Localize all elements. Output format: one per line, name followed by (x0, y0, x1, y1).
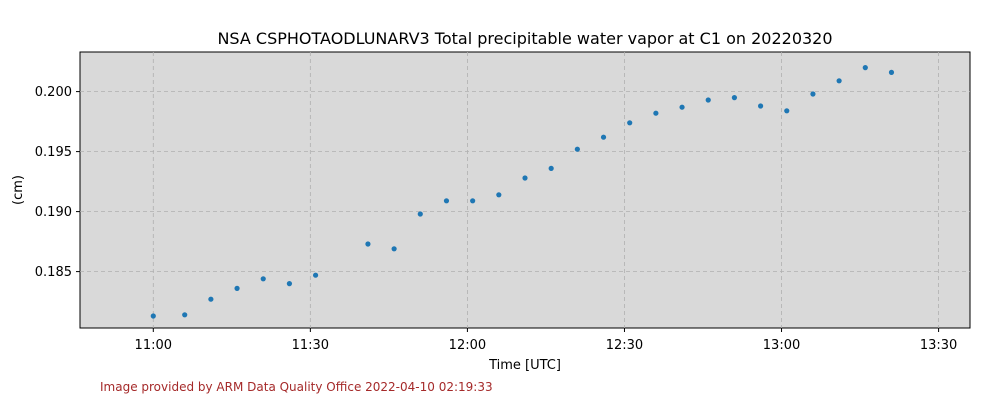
footer-credit: Image provided by ARM Data Quality Offic… (100, 380, 493, 394)
y-tick-label: 0.190 (35, 205, 72, 220)
x-tick-label: 13:00 (763, 338, 800, 353)
data-point (548, 165, 554, 171)
data-point (208, 296, 214, 302)
data-points (150, 65, 895, 319)
data-point (286, 281, 293, 287)
data-point (600, 134, 607, 140)
y-tick-label: 0.195 (35, 145, 72, 160)
data-point (470, 198, 476, 204)
x-tick-label: 11:30 (292, 338, 329, 353)
plot-area (79, 51, 971, 329)
data-point (888, 69, 895, 75)
data-point (234, 285, 240, 291)
data-point (522, 175, 528, 181)
data-point (496, 192, 502, 198)
data-point (784, 108, 790, 114)
x-tick-label: 12:30 (606, 338, 643, 353)
x-tick-label: 13:30 (920, 338, 957, 353)
x-tick-label: 12:00 (449, 338, 486, 353)
data-point (150, 313, 156, 319)
data-point (260, 276, 266, 282)
data-point (627, 120, 633, 126)
data-point (705, 97, 711, 103)
data-point (836, 78, 842, 84)
data-point (653, 110, 659, 116)
data-point (182, 312, 188, 318)
data-point (443, 198, 450, 204)
x-tick-label: 11:00 (135, 338, 172, 353)
axis-ticks: 11:00 11:30 12:00 12:30 13:00 13:30 0.185 0.190… (35, 85, 958, 353)
data-point (312, 272, 319, 278)
data-point (679, 104, 685, 110)
y-tick-label: 0.185 (35, 265, 72, 280)
data-point (731, 95, 738, 101)
y-tick-label: 0.200 (35, 85, 72, 100)
chart-title: NSA CSPHOTAODLUNARV3 Total precipitable … (217, 29, 832, 48)
data-point (862, 65, 868, 71)
y-axis-label: (cm) (11, 175, 26, 205)
data-point (574, 146, 580, 152)
data-point (417, 211, 423, 217)
data-point (365, 241, 371, 247)
x-axis-label: Time [UTC] (488, 358, 561, 373)
grid-lines (80, 52, 970, 328)
data-point (391, 246, 397, 252)
data-point (810, 91, 816, 97)
data-point (757, 103, 764, 109)
